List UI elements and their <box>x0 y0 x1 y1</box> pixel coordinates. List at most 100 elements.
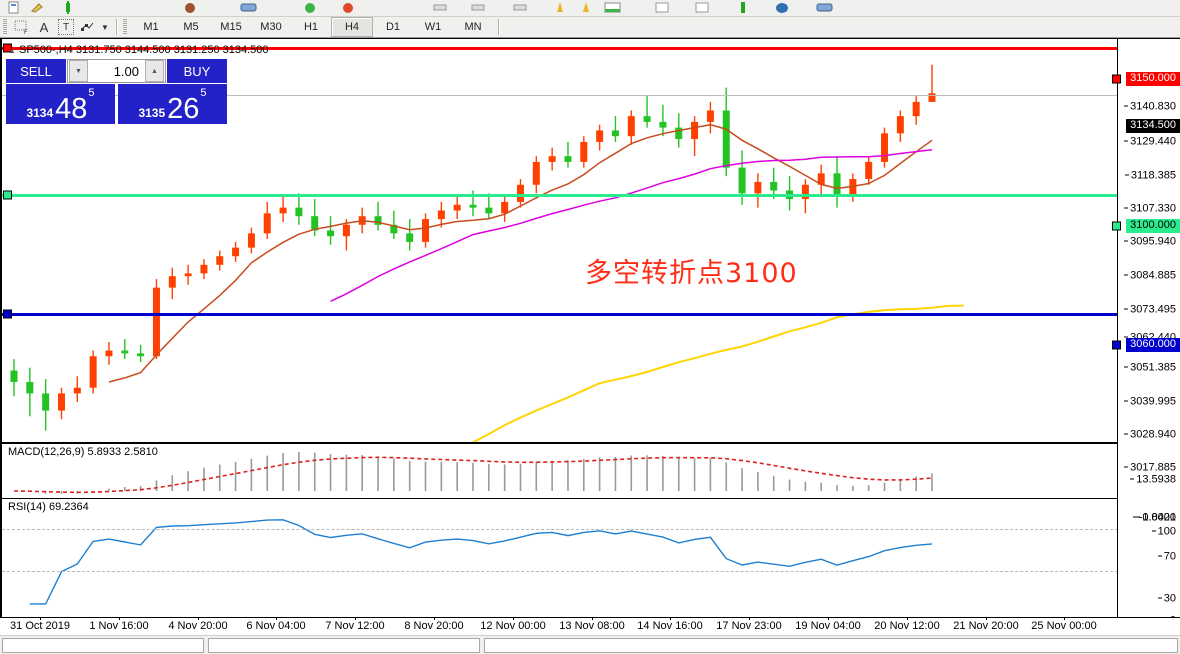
zoom-in-icon[interactable] <box>302 1 318 14</box>
sell-price-prefix: 3134 <box>26 106 54 120</box>
price-pane[interactable]: 多空转折点3100 <box>0 39 1118 443</box>
volume-value[interactable]: 1.00 <box>113 63 139 79</box>
volume-decrease-button[interactable]: ▼ <box>69 60 88 82</box>
level-line-3100[interactable] <box>2 194 1118 197</box>
objects-list-icon[interactable] <box>77 18 99 36</box>
sell-price-main: 48 <box>55 93 88 125</box>
text-label-icon[interactable]: A <box>39 19 49 35</box>
rsi-tick-2: 30 <box>1157 593 1176 605</box>
timeframe-d1[interactable]: D1 <box>385 21 401 33</box>
time-tick-1: 1 Nov 16:00 <box>89 620 149 632</box>
price-tick-15: 3017.885 <box>1124 462 1176 474</box>
globe-icon[interactable] <box>774 1 790 14</box>
time-tick-0: 31 Oct 2019 <box>10 620 70 632</box>
price-scale[interactable]: 3150.000 3140.830 3134.500 3129.440 3118.385… <box>1112 39 1180 626</box>
level-line-3150[interactable] <box>2 47 1118 50</box>
buy-price-fraction: 5 <box>200 87 207 99</box>
price-tick-13: 3039.995 <box>1124 396 1176 408</box>
timeframe-grip[interactable] <box>123 19 127 35</box>
timeframe-mn[interactable]: MN <box>464 21 482 33</box>
time-tick-10: 19 Nov 04:00 <box>795 620 861 632</box>
rsi-tick-0: 100 <box>1151 526 1176 538</box>
price-tick-6[interactable]: 3100.000 <box>1126 219 1180 233</box>
line-chart-icon[interactable] <box>240 1 257 14</box>
buy-button[interactable]: BUY <box>167 59 227 83</box>
buy-price-display[interactable]: 3135 26 5 <box>118 84 227 124</box>
axis-price-tick-0-handle[interactable] <box>1112 74 1121 84</box>
bars-chart-icon[interactable] <box>62 1 78 14</box>
status-cell-left <box>2 637 204 653</box>
level-handle-3100[interactable] <box>3 190 12 200</box>
chevron-down-icon[interactable]: ▼ <box>101 22 109 32</box>
volume-increase-button[interactable]: ▲ <box>145 60 164 82</box>
toolbar-top-row[interactable] <box>0 0 1180 17</box>
toolbar-grip[interactable] <box>3 19 7 35</box>
price-tick-9: 3073.495 <box>1124 304 1176 316</box>
zoom-out-icon[interactable] <box>340 1 356 14</box>
volume-field[interactable]: ▼ 1.00 ▲ <box>67 59 166 83</box>
price-tick-1: 3140.830 <box>1124 101 1176 113</box>
macd-tick-1: 0.0000 <box>1136 512 1176 524</box>
price-tick-7: 3095.940 <box>1124 236 1176 248</box>
time-tick-8: 14 Nov 16:00 <box>637 620 703 632</box>
text-box-icon[interactable]: T <box>55 18 77 36</box>
time-tick-9: 17 Nov 23:00 <box>716 620 782 632</box>
price-tick-8: 3084.885 <box>1124 270 1176 282</box>
rsi-tick-1: 70 <box>1157 551 1176 563</box>
grid-toggle-icon[interactable] <box>654 1 670 14</box>
chart-annotation-text[interactable]: 多空转折点3100 <box>585 258 798 289</box>
new-chart-icon[interactable] <box>6 1 22 14</box>
symbol-ohlc-text: SP500-,H4 3131.750 3144.500 3131.250 313… <box>18 44 269 56</box>
toolbar-drawing-and-timeframes[interactable]: F A T ▼ M1 M5 M15 M30 H1 H4 D1 W1 MN <box>0 17 1180 38</box>
price-tick-0[interactable]: 3150.000 <box>1126 72 1180 86</box>
time-scale[interactable]: 31 Oct 2019 1 Nov 16:00 4 Nov 20:00 6 Nov 0… <box>0 617 1180 635</box>
window-tile-icon[interactable] <box>816 1 833 14</box>
time-tick-12: 21 Nov 20:00 <box>953 620 1019 632</box>
sell-price-display[interactable]: 3134 48 5 <box>6 84 115 124</box>
sell-button[interactable]: SELL <box>6 59 66 83</box>
axis-price-tick-11-handle[interactable] <box>1112 340 1121 350</box>
timeframe-m1[interactable]: M1 <box>143 21 159 33</box>
timeframe-m5[interactable]: M5 <box>183 21 199 33</box>
rsi-pane[interactable]: RSI(14) 69.2364 <box>0 498 1118 617</box>
price-tick-11[interactable]: 3060.000 <box>1126 338 1180 352</box>
chart-plot-area[interactable]: 多空转折点3100 MACD(12,26,9) 5.8933 2.5810 RS… <box>0 39 1118 617</box>
status-cell-mid <box>208 637 480 653</box>
time-tick-7: 13 Nov 08:00 <box>559 620 625 632</box>
candles-icon[interactable] <box>182 1 198 14</box>
macd-pane[interactable]: MACD(12,26,9) 5.8933 2.5810 <box>0 443 1118 499</box>
ohlc-toggle-icon[interactable] <box>694 1 710 14</box>
status-bar <box>0 635 1180 654</box>
expert-advisor-icon[interactable] <box>578 1 594 14</box>
one-click-trading-panel[interactable]: SELL ▼ 1.00 ▲ BUY 3134 48 5 3135 26 5 <box>6 59 227 124</box>
axis-price-tick-6-handle[interactable] <box>1112 221 1121 231</box>
macd-tick-2: -1.8421 <box>1132 512 1176 524</box>
time-tick-5: 8 Nov 20:00 <box>404 620 464 632</box>
shift-icon[interactable] <box>470 1 486 14</box>
time-tick-13: 25 Nov 00:00 <box>1031 620 1097 632</box>
price-tick-3: 3129.440 <box>1124 136 1176 148</box>
chart-window[interactable]: 多空转折点3100 MACD(12,26,9) 5.8933 2.5810 RS… <box>0 38 1180 626</box>
profiles-icon[interactable] <box>30 1 46 14</box>
timeframe-m15[interactable]: M15 <box>220 21 242 33</box>
sell-price-fraction: 5 <box>88 87 95 99</box>
timeframe-h4[interactable]: H4 <box>331 17 373 37</box>
data-window-icon[interactable] <box>604 1 621 14</box>
bar-chart-green-icon[interactable] <box>736 1 752 14</box>
level-line-3060[interactable] <box>2 313 1118 316</box>
timeframe-m30[interactable]: M30 <box>260 21 282 33</box>
time-tick-6: 12 Nov 00:00 <box>480 620 546 632</box>
macd-svg <box>13 452 933 494</box>
scroll-icon[interactable] <box>432 1 448 14</box>
price-tick-10: 3062.440 <box>1124 332 1176 344</box>
timeframe-h1[interactable]: H1 <box>303 21 319 33</box>
indicator-list-icon[interactable] <box>552 1 568 14</box>
level-handle-3060[interactable] <box>3 309 12 319</box>
collapse-triangle-icon[interactable]: ▲ <box>8 46 16 55</box>
timeframe-w1[interactable]: W1 <box>424 21 442 33</box>
crosshair-icon[interactable]: F <box>11 18 33 36</box>
level-handle-3150[interactable] <box>3 43 12 53</box>
macd-indicator-label: MACD(12,26,9) 5.8933 2.5810 <box>8 446 158 458</box>
autoscroll-icon[interactable] <box>512 1 528 14</box>
price-tick-2[interactable]: 3134.500 <box>1126 119 1180 133</box>
